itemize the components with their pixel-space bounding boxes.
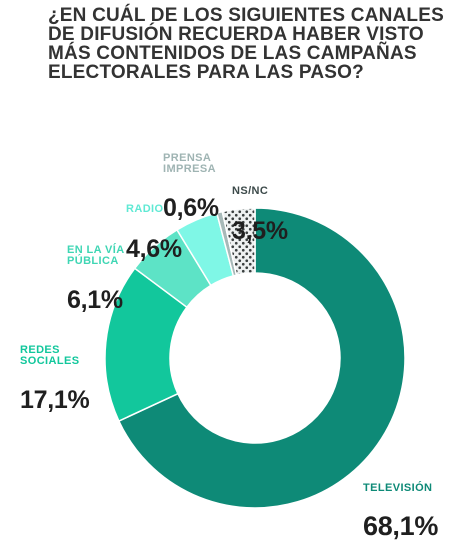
label-radio: RADIO 4,6% xyxy=(126,186,182,280)
label-via-publica: EN LA VÍA PÚBLICA 6,1% xyxy=(67,227,125,331)
donut-slices xyxy=(104,207,406,509)
label-redes-sociales-value: 17,1% xyxy=(20,386,90,414)
label-prensa-impresa-value: 0,6% xyxy=(163,194,219,222)
slice-ns-nc xyxy=(221,207,256,276)
label-nsnc-value: 3,5% xyxy=(232,217,288,245)
label-redes-sociales-name: REDES SOCIALES xyxy=(20,344,80,367)
label-via-publica-name: EN LA VÍA PÚBLICA xyxy=(67,244,125,267)
label-prensa-impresa-name: PRENSA IMPRESA xyxy=(163,152,216,175)
label-radio-name: RADIO xyxy=(126,203,164,215)
label-prensa-impresa: PRENSA IMPRESA 0,6% xyxy=(163,135,219,239)
label-television-value: 68,1% xyxy=(363,511,439,541)
label-redes-sociales: REDES SOCIALES 17,1% xyxy=(20,327,90,431)
label-nsnc: NS/NC 3,5% xyxy=(232,168,288,262)
label-television: TELEVISIÓN 68,1% xyxy=(363,465,438,559)
label-via-publica-value: 6,1% xyxy=(67,286,123,314)
label-television-name: TELEVISIÓN xyxy=(363,482,433,494)
label-radio-value: 4,6% xyxy=(126,235,182,263)
donut-chart xyxy=(104,207,406,509)
slice-televisión xyxy=(117,207,406,509)
chart-title: ¿EN CUÁL DE LOS SIGUIENTES CANALES DE DI… xyxy=(48,5,444,83)
label-nsnc-name: NS/NC xyxy=(232,185,269,197)
